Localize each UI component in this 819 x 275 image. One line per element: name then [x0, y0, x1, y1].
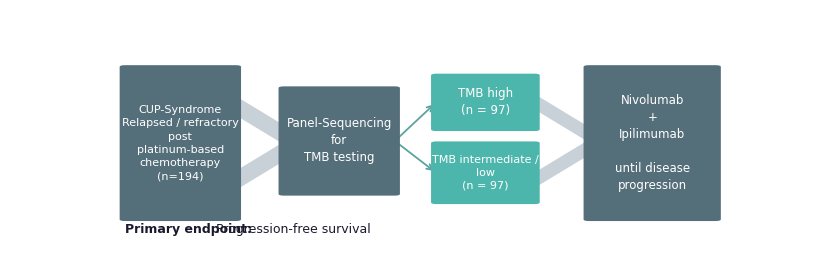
Text: TMB high
(n = 97): TMB high (n = 97)	[457, 87, 513, 117]
Text: Primary endpoint:: Primary endpoint:	[124, 223, 251, 236]
FancyBboxPatch shape	[583, 65, 720, 221]
Polygon shape	[206, 97, 313, 189]
Text: Progression-free survival: Progression-free survival	[212, 223, 371, 236]
Text: Nivolumab
+
Ipilimumab

until disease
progression: Nivolumab + Ipilimumab until disease pro…	[614, 94, 689, 192]
FancyBboxPatch shape	[431, 74, 539, 131]
Text: TMB intermediate /
low
(n = 97): TMB intermediate / low (n = 97)	[432, 155, 538, 191]
Polygon shape	[510, 95, 611, 187]
FancyBboxPatch shape	[278, 86, 400, 196]
Text: Panel-Sequencing
for
TMB testing: Panel-Sequencing for TMB testing	[286, 117, 391, 164]
FancyBboxPatch shape	[120, 65, 241, 221]
FancyBboxPatch shape	[431, 141, 539, 204]
Text: CUP-Syndrome
Relapsed / refractory
post
platinum-based
chemotherapy
(n=194): CUP-Syndrome Relapsed / refractory post …	[122, 105, 238, 181]
